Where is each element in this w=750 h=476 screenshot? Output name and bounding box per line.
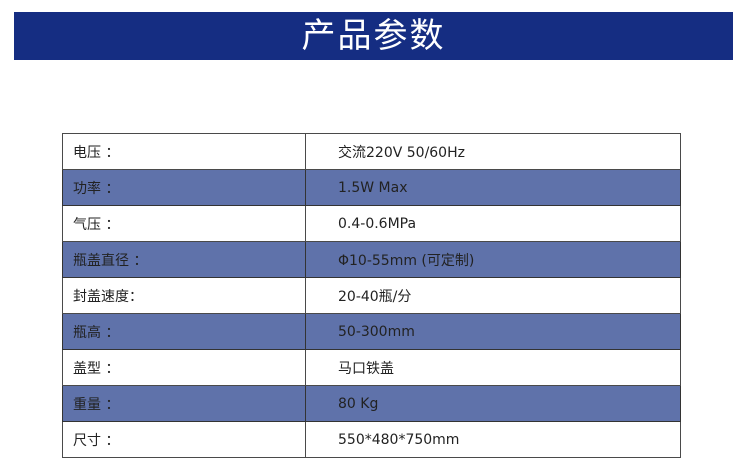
table-row: 瓶盖直径 ： Φ10-55mm (可定制) bbox=[62, 241, 681, 278]
spec-value: Φ10-55mm (可定制) bbox=[305, 241, 681, 278]
spec-value: 1.5W Max bbox=[305, 169, 681, 206]
spec-label: 电压 ： bbox=[62, 133, 306, 170]
table-row: 瓶高 ： 50-300mm bbox=[62, 313, 681, 350]
spec-value: 20-40瓶/分 bbox=[305, 277, 681, 314]
table-row: 气压 ： 0.4-0.6MPa bbox=[62, 205, 681, 242]
spec-label: 瓶高 ： bbox=[62, 313, 306, 350]
table-row: 重量 ： 80 Kg bbox=[62, 385, 681, 422]
spec-label: 气压 ： bbox=[62, 205, 306, 242]
spec-value: 马口铁盖 bbox=[305, 349, 681, 386]
page-title: 产品参数 bbox=[14, 12, 733, 60]
table-row: 电压 ：交流220V 50/60Hz bbox=[62, 133, 681, 170]
table-row: 尺寸 ： 550*480*750mm bbox=[62, 421, 681, 458]
spec-label: 功率 ： bbox=[62, 169, 306, 206]
table-row: 封盖速度： 20-40瓶/分 bbox=[62, 277, 681, 314]
spec-value: 50-300mm bbox=[305, 313, 681, 350]
spec-value: 交流220V 50/60Hz bbox=[305, 133, 681, 170]
spec-label: 重量 ： bbox=[62, 385, 306, 422]
spec-table: 电压 ：交流220V 50/60Hz 功率 ： 1.5W Max 气压 ： 0.4-0.… bbox=[62, 133, 681, 458]
spec-label: 尺寸 ： bbox=[62, 421, 306, 458]
spec-label: 封盖速度： bbox=[62, 277, 306, 314]
spec-label: 瓶盖直径 ： bbox=[62, 241, 306, 278]
spec-value: 80 Kg bbox=[305, 385, 681, 422]
table-row: 盖型 ：马口铁盖 bbox=[62, 349, 681, 386]
spec-value: 0.4-0.6MPa bbox=[305, 205, 681, 242]
table-row: 功率 ： 1.5W Max bbox=[62, 169, 681, 206]
spec-label: 盖型 ： bbox=[62, 349, 306, 386]
spec-value: 550*480*750mm bbox=[305, 421, 681, 458]
